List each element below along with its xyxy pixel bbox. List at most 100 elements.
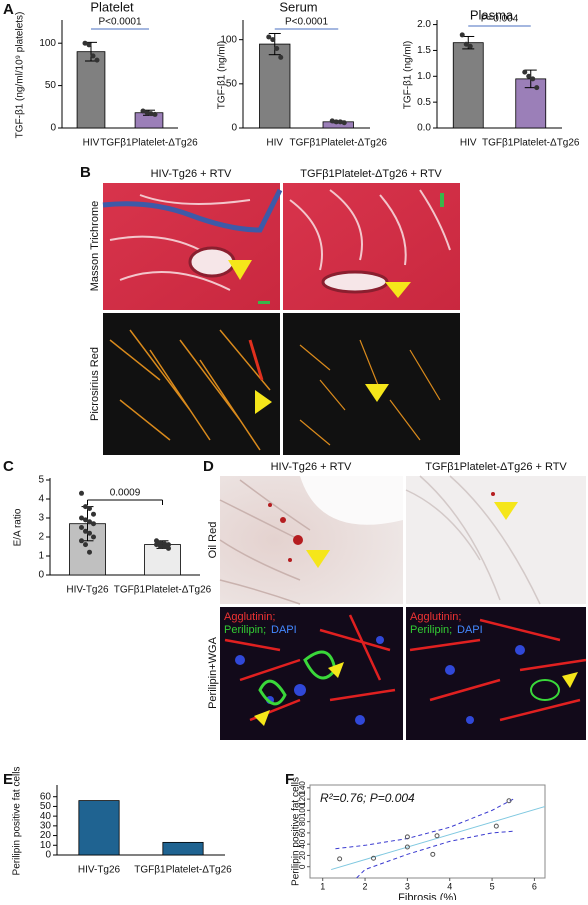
overlay-label: Agglutinin; <box>410 611 461 623</box>
overlay-label: DAPI <box>271 624 297 636</box>
data-point <box>87 506 92 511</box>
annotation: P<0.0001 <box>285 17 329 28</box>
bar <box>144 544 181 576</box>
data-point <box>158 540 163 546</box>
row-label: Masson Trichrome <box>89 201 101 291</box>
y-tick-label: 0 <box>38 570 44 581</box>
y-tick-label: 1 <box>38 551 44 562</box>
bar-chart: Platelet TGF-β1 (ng/ml/10⁹ platelets) 0 50 1… <box>15 0 199 149</box>
data-point <box>463 41 469 47</box>
x-tick-label: 2 <box>363 881 368 891</box>
data-point <box>534 85 540 91</box>
y-tick-label: 3 <box>38 513 44 524</box>
y-tick-label: 60 <box>298 828 307 837</box>
y-tick-label: 40 <box>40 811 52 822</box>
data-point <box>87 519 92 525</box>
panel-letter: B <box>80 164 91 181</box>
data-point <box>82 40 88 46</box>
data-point <box>144 110 150 116</box>
data-point <box>430 851 436 857</box>
bar <box>452 42 484 129</box>
panel-letter: D <box>203 458 214 475</box>
y-tick-label: 2 <box>38 532 44 543</box>
x-tick-label: HIV <box>266 138 283 149</box>
x-tick-label: HIV-Tg26 <box>78 865 121 876</box>
y-axis-label: TGF-β1 (ng/ml) <box>217 41 228 110</box>
row-label: Perilipin+WGA <box>207 636 219 708</box>
plot-area <box>331 798 545 878</box>
x-tick-label: 5 <box>490 881 495 891</box>
y-tick-label: 60 <box>40 791 52 802</box>
data-point <box>83 517 88 523</box>
data-point <box>371 855 377 861</box>
data-point <box>152 111 158 117</box>
data-point <box>86 42 92 48</box>
data-point <box>154 542 159 548</box>
data-point <box>333 119 339 125</box>
image-perilipin-tgf <box>406 607 587 740</box>
x-tick-label: TGFβ1Platelet-ΔTg26 <box>134 865 232 876</box>
data-point <box>140 108 146 114</box>
column-header: TGFβ1Platelet-ΔTg26 + RTV <box>300 168 442 180</box>
data-point <box>274 46 280 51</box>
data-point <box>337 856 343 862</box>
data-point <box>79 525 84 530</box>
y-axis-label: TGF-β1 (ng/ml/10⁹ platelets) <box>15 12 26 139</box>
x-tick-label: 1 <box>320 881 325 891</box>
fit-line <box>331 805 545 871</box>
panel-letter: E <box>3 771 13 788</box>
data-point <box>522 69 528 75</box>
x-tick-label: TGFβ1Platelet-ΔTg26 <box>100 138 198 149</box>
y-tick-label: 10 <box>40 840 52 851</box>
bar-chart: Perilipin positive fat cells 010203040506… <box>12 767 233 876</box>
data-point <box>79 515 84 521</box>
overlay-label: Perilipin; <box>224 624 266 636</box>
chart-title: Platelet <box>90 0 134 14</box>
y-tick-label: 0 <box>50 123 56 134</box>
y-tick-label: 4 <box>38 494 44 505</box>
overlay-label: Agglutinin; <box>224 611 275 623</box>
chart-title: Plasma <box>470 7 514 22</box>
data-point <box>83 528 88 534</box>
x-axis-label: Fibrosis (%) <box>398 892 457 900</box>
x-tick-label: TGFβ1Platelet-ΔTg26 <box>114 585 212 596</box>
data-point <box>404 844 410 850</box>
x-tick-label: HIV <box>83 138 100 149</box>
annotation: P<0.0001 <box>98 17 142 28</box>
y-tick-label: 80 <box>298 817 307 826</box>
y-tick-label: 50 <box>40 801 52 812</box>
data-point <box>270 37 276 43</box>
annotation: R²=0.76; P=0.004 <box>320 791 415 805</box>
overlay-label: Perilipin; <box>410 624 452 636</box>
image-oilred-tgf <box>405 475 586 605</box>
data-point <box>154 538 159 544</box>
data-point <box>278 54 284 60</box>
y-tick-label: 100 <box>220 34 237 45</box>
data-point <box>459 32 465 38</box>
bar <box>76 51 106 129</box>
data-point <box>87 549 92 555</box>
column-header: HIV-Tg26 + RTV <box>151 168 232 180</box>
image-labels: HIV-Tg26 + RTV TGFβ1Platelet-ΔTg26 + RTV… <box>89 168 568 709</box>
y-axis-label: TGF-β1 (ng/ml) <box>403 41 414 110</box>
bar-chart: E/A ratio 0 1 2 3 4 5 HIV-Tg26 TGFβ1Platelet-ΔTg… <box>13 475 212 596</box>
data-point <box>337 119 343 125</box>
data-point <box>329 118 335 124</box>
data-point <box>94 57 100 63</box>
plot-frame <box>309 784 546 879</box>
x-tick-label: TGFβ1Platelet-ΔTg26 <box>482 138 580 149</box>
y-tick-label: 140 <box>298 781 307 795</box>
column-header: HIV-Tg26 + RTV <box>271 461 352 473</box>
y-tick-label: 0 <box>298 864 307 869</box>
y-tick-label: 50 <box>45 80 57 91</box>
annotation: P=0.004 <box>481 14 519 25</box>
y-tick-label: 20 <box>298 850 307 859</box>
data-point <box>434 833 440 839</box>
row-label: Oil Red <box>207 522 219 559</box>
row-label: Picrosirius Red <box>89 347 101 421</box>
data-point <box>87 530 92 536</box>
data-point <box>83 504 88 510</box>
data-point <box>148 111 154 117</box>
y-tick-label: 5 <box>38 475 44 486</box>
